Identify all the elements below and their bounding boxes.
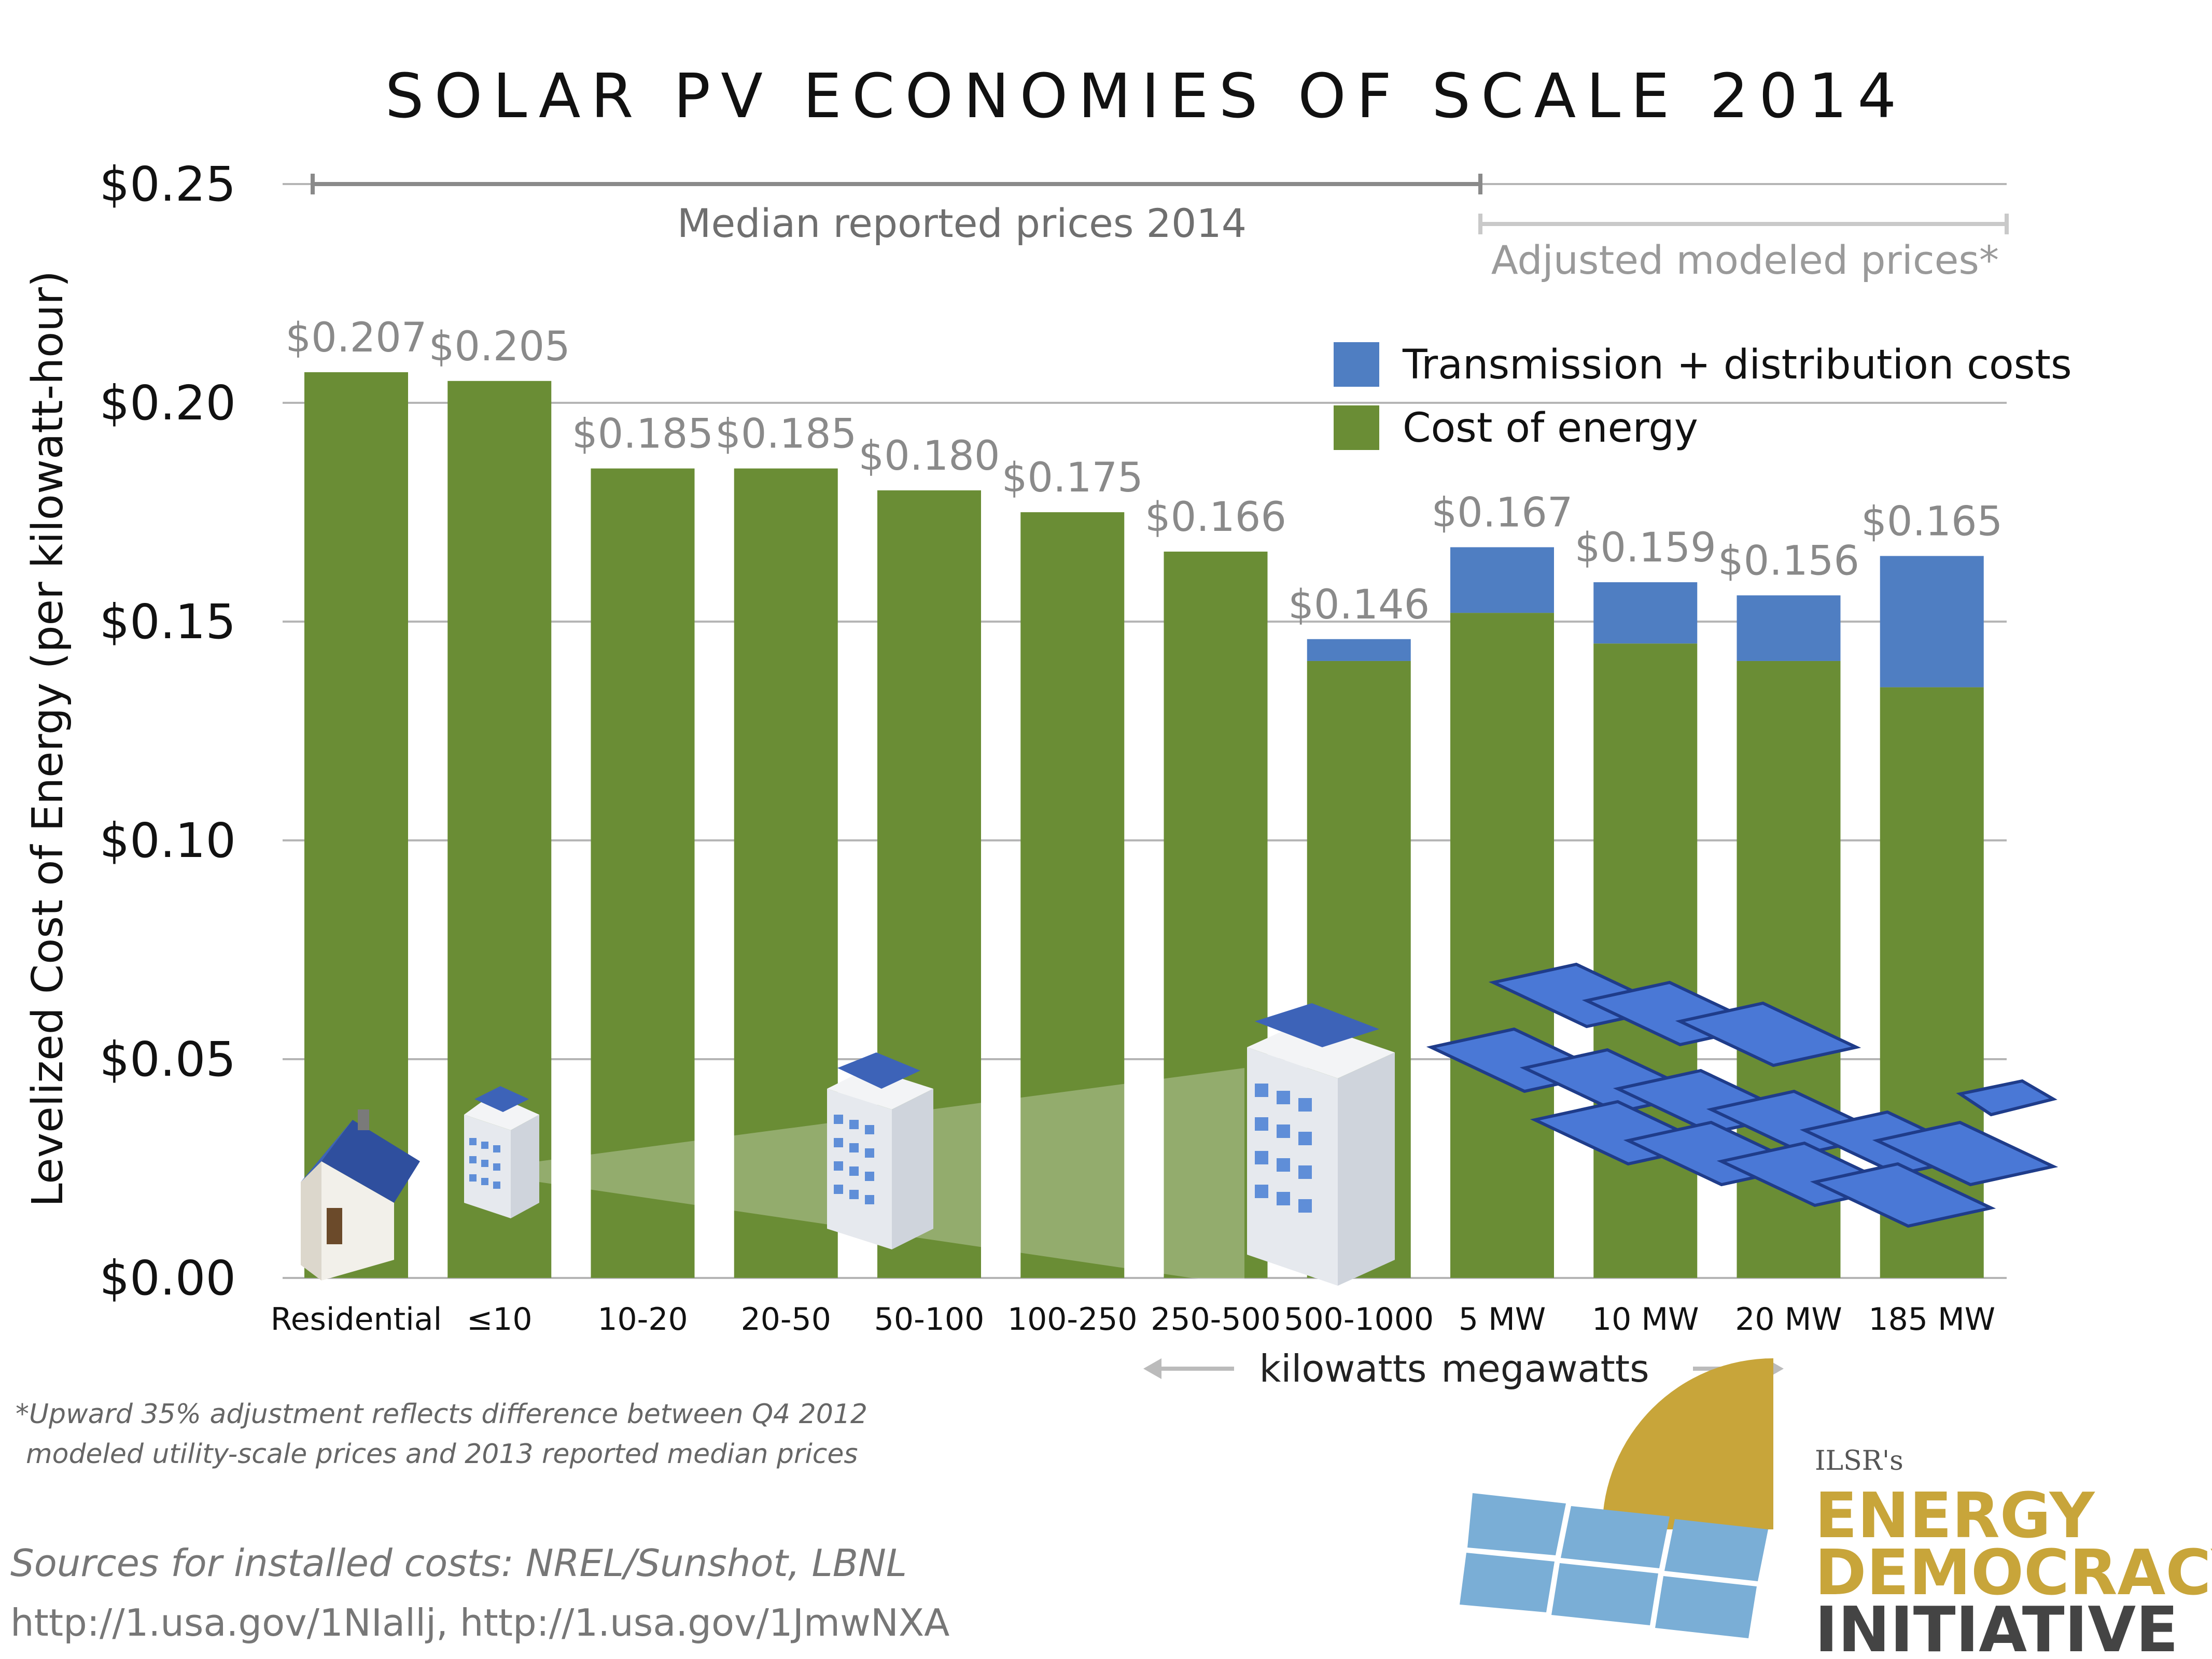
chart-title: SOLAR PV ECONOMIES OF SCALE 2014 <box>385 60 1907 132</box>
bar-value-label: $0.156 <box>1718 538 1859 584</box>
y-tick-label: $0.00 <box>100 1250 236 1306</box>
bar-value-label: $0.166 <box>1145 494 1286 541</box>
x-tick-label: 50-100 <box>874 1301 985 1338</box>
logo-energy: ENERGY <box>1815 1480 2096 1552</box>
bar-cost-of-energy <box>1450 613 1554 1278</box>
large-building-icon <box>1247 1003 1395 1286</box>
median-bracket <box>311 174 1482 194</box>
bar-cost-of-energy <box>591 468 695 1278</box>
x-tick-label: 250-500 <box>1151 1301 1281 1338</box>
sun-icon <box>1602 1358 1773 1529</box>
ilsr-logo: ILSR's ENERGY DEMOCRACY INITIATIVE <box>1460 1358 2212 1659</box>
bar-transmission-distribution <box>1737 595 1841 661</box>
x-tick-label: 10-20 <box>597 1301 688 1338</box>
bar-value-label: $0.159 <box>1575 525 1716 571</box>
bar-value-label: $0.207 <box>286 315 427 361</box>
legend-swatch-energy <box>1334 405 1379 450</box>
legend: Transmission + distribution costs Cost o… <box>1334 342 2072 452</box>
x-axis-ticks: Residential ≤10 10-20 20-50 50-100 100-250 250… <box>271 1301 1995 1338</box>
x-tick-label: 100-250 <box>1007 1301 1138 1338</box>
bar-transmission-distribution <box>1450 547 1554 613</box>
logo-democracy: DEMOCRACY <box>1815 1537 2212 1609</box>
x-tick-label: Residential <box>271 1301 442 1338</box>
legend-swatch-td <box>1334 342 1379 387</box>
y-tick-label: $0.15 <box>100 594 236 650</box>
bar-value-label: $0.146 <box>1288 582 1430 628</box>
y-axis-ticks: $0.00 $0.05 $0.10 $0.15 $0.20 $0.25 <box>100 157 236 1306</box>
x-tick-label: 10 MW <box>1592 1301 1699 1338</box>
value-labels: $0.207 $0.205$0.185 $0.185 $0.180 $0.175$0.1… <box>286 315 2003 628</box>
y-axis-label: Levelized Cost of Energy (per kilowatt-h… <box>23 271 73 1207</box>
x-tick-label: ≤10 <box>467 1301 533 1338</box>
units-row: kilowatts megawatts <box>1143 1347 1784 1390</box>
adjusted-bracket <box>1478 214 2009 234</box>
megawatts-label: megawatts <box>1441 1347 1649 1390</box>
x-tick-label: 500-1000 <box>1284 1301 1434 1338</box>
medium-building-icon <box>827 1052 933 1249</box>
bar-value-label: $0.165 <box>1861 498 2003 545</box>
y-tick-label: $0.10 <box>100 813 236 868</box>
x-tick-label: 5 MW <box>1459 1301 1546 1338</box>
bar-transmission-distribution <box>1593 582 1698 644</box>
bar-value-label: $0.167 <box>1432 490 1573 537</box>
kilowatts-label: kilowatts <box>1259 1347 1427 1390</box>
legend-label-td: Transmission + distribution costs <box>1402 342 2072 388</box>
footnote-line2: modeled utility-scale prices and 2013 re… <box>26 1439 858 1470</box>
bar-value-label: $0.185 <box>572 411 713 458</box>
y-tick-label: $0.05 <box>100 1032 236 1087</box>
footnote-line1: *Upward 35% adjustment reflects differen… <box>16 1399 867 1430</box>
median-annotation: Median reported prices 2014 <box>677 200 1247 246</box>
sources-line2: http://1.usa.gov/1NIallj, http://1.usa.g… <box>10 1601 949 1644</box>
bar-value-label: $0.175 <box>1002 455 1143 501</box>
bar-value-label: $0.205 <box>429 324 570 370</box>
bar-transmission-distribution <box>1307 639 1411 661</box>
bar-cost-of-energy <box>1593 643 1698 1278</box>
logo-ilsr: ILSR's <box>1815 1445 1903 1477</box>
house-icon <box>301 1109 420 1281</box>
small-building-icon <box>464 1086 539 1218</box>
bar-value-label: $0.180 <box>859 433 1000 480</box>
x-tick-label: 20 MW <box>1735 1301 1842 1338</box>
adjusted-annotation: Adjusted modeled prices* <box>1491 237 1999 283</box>
legend-label-energy: Cost of energy <box>1403 405 1698 452</box>
solar-panel-grid-icon <box>1460 1493 1768 1638</box>
bar-cost-of-energy <box>1020 512 1125 1278</box>
solar-farm-icon <box>1426 962 2059 1228</box>
x-tick-label: 185 MW <box>1868 1301 1995 1338</box>
bar-cost-of-energy <box>734 468 838 1278</box>
logo-initiative: INITIATIVE <box>1815 1594 2178 1659</box>
y-tick-label: $0.20 <box>100 375 236 431</box>
bar-transmission-distribution <box>1880 556 1984 687</box>
bar-value-label: $0.185 <box>715 411 857 458</box>
y-tick-label: $0.25 <box>100 157 236 212</box>
sources-line1: Sources for installed costs: NREL/Sunsho… <box>10 1541 907 1585</box>
x-tick-label: 20-50 <box>741 1301 831 1338</box>
